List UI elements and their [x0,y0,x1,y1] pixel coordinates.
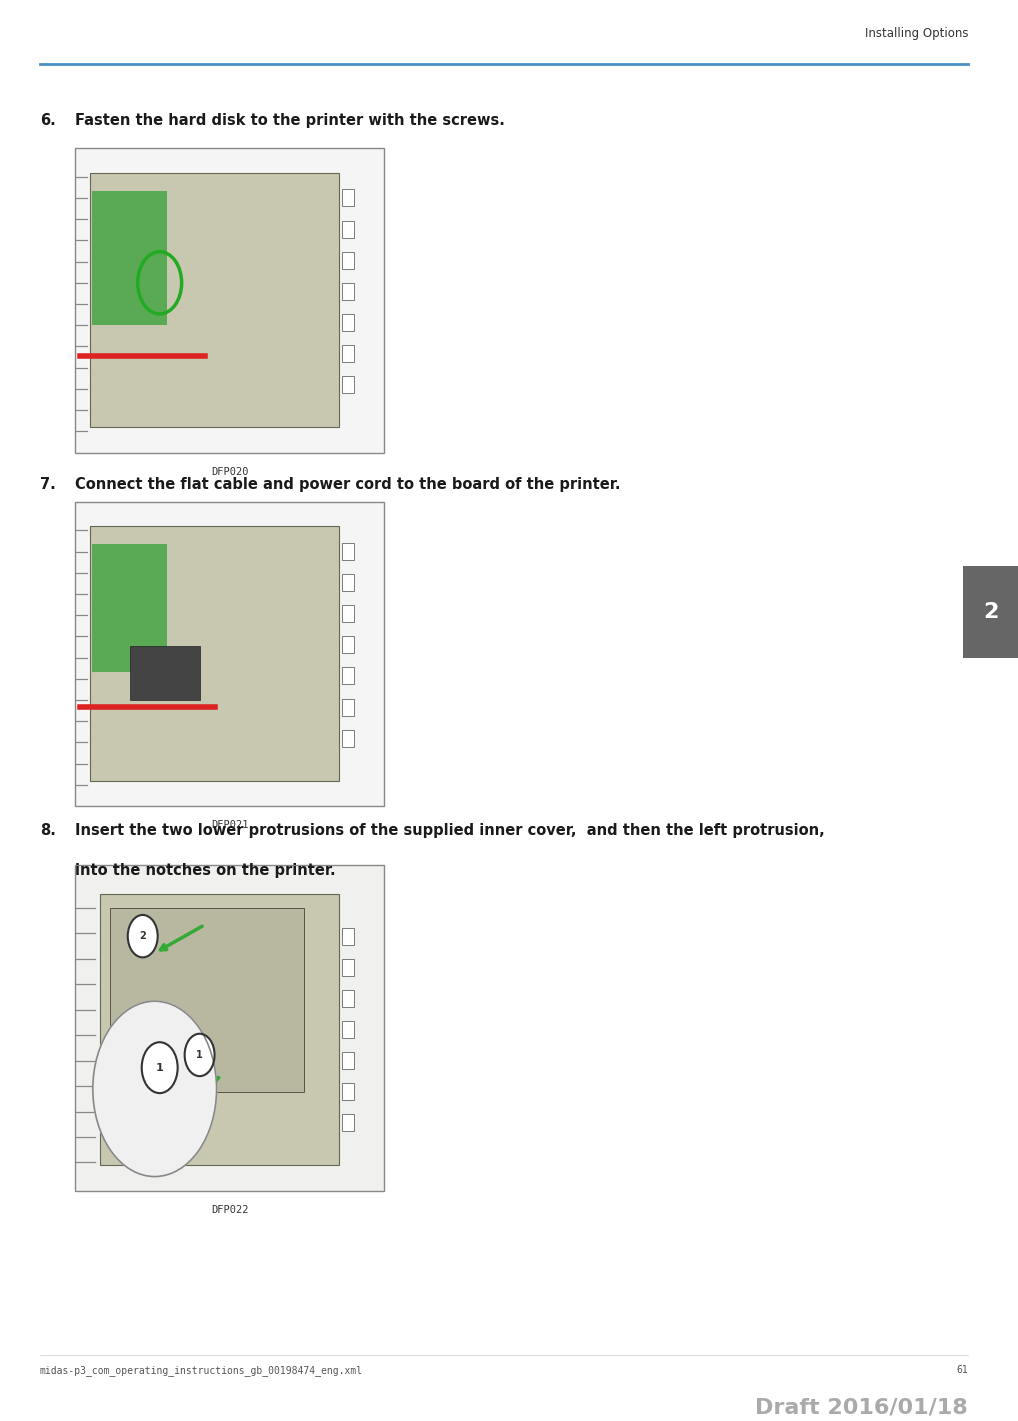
Circle shape [93,1002,217,1177]
FancyBboxPatch shape [92,190,167,325]
FancyBboxPatch shape [342,637,354,654]
Text: 61: 61 [956,1364,968,1374]
Text: Insert the two lower protrusions of the supplied inner cover,  and then the left: Insert the two lower protrusions of the … [75,823,825,838]
FancyBboxPatch shape [92,544,167,672]
Text: 6.: 6. [40,114,56,128]
Text: Fasten the hard disk to the printer with the screws.: Fasten the hard disk to the printer with… [75,114,505,128]
FancyBboxPatch shape [342,959,354,976]
FancyBboxPatch shape [342,730,354,746]
FancyBboxPatch shape [342,668,354,685]
FancyBboxPatch shape [75,148,384,452]
Text: 1: 1 [196,1050,203,1060]
FancyBboxPatch shape [100,894,339,1165]
FancyBboxPatch shape [342,220,354,237]
FancyBboxPatch shape [90,172,339,428]
FancyBboxPatch shape [342,283,354,300]
FancyBboxPatch shape [90,526,339,780]
FancyBboxPatch shape [342,990,354,1007]
FancyBboxPatch shape [342,252,354,269]
FancyBboxPatch shape [342,1022,354,1037]
Text: DFP022: DFP022 [211,1205,248,1215]
FancyBboxPatch shape [342,1114,354,1131]
Text: 2: 2 [982,601,999,621]
Circle shape [184,1033,215,1076]
FancyBboxPatch shape [342,605,354,622]
Text: 1: 1 [156,1063,164,1073]
FancyBboxPatch shape [342,1083,354,1100]
FancyBboxPatch shape [75,865,384,1191]
FancyBboxPatch shape [129,647,200,701]
FancyBboxPatch shape [342,699,354,716]
Text: Installing Options: Installing Options [864,27,968,40]
Text: midas-p3_com_operating_instructions_gb_00198474_eng.xml: midas-p3_com_operating_instructions_gb_0… [40,1364,363,1376]
Text: into the notches on the printer.: into the notches on the printer. [75,863,336,878]
Circle shape [127,915,158,958]
FancyBboxPatch shape [342,189,354,206]
FancyBboxPatch shape [963,566,1018,658]
Text: Connect the flat cable and power cord to the board of the printer.: Connect the flat cable and power cord to… [75,476,620,492]
FancyBboxPatch shape [75,502,384,806]
Text: 7.: 7. [40,476,56,492]
Text: DFP020: DFP020 [211,466,248,476]
FancyBboxPatch shape [342,574,354,591]
FancyBboxPatch shape [342,543,354,560]
FancyBboxPatch shape [342,314,354,331]
Text: 2: 2 [139,931,147,941]
Text: Draft 2016/01/18: Draft 2016/01/18 [755,1397,968,1417]
FancyBboxPatch shape [342,377,354,394]
FancyBboxPatch shape [342,928,354,945]
FancyBboxPatch shape [342,1052,354,1069]
Circle shape [142,1042,178,1093]
FancyBboxPatch shape [342,345,354,362]
Text: 8.: 8. [40,823,56,838]
FancyBboxPatch shape [110,908,304,1091]
Text: DFP021: DFP021 [211,820,248,830]
